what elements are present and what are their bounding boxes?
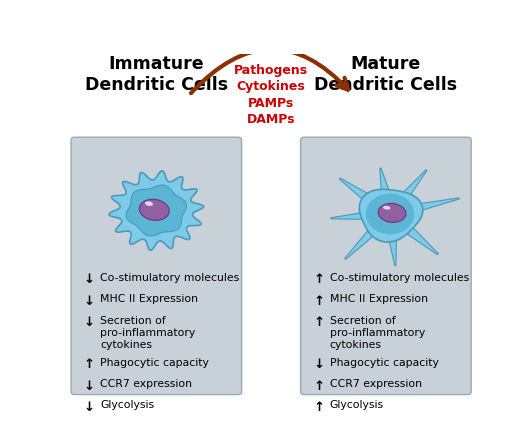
Polygon shape (366, 194, 414, 234)
Text: ↑: ↑ (314, 316, 325, 329)
Text: CCR7 expression: CCR7 expression (100, 379, 192, 389)
Text: Phagocytic capacity: Phagocytic capacity (100, 358, 209, 368)
Polygon shape (402, 170, 427, 198)
Text: ↓: ↓ (314, 358, 325, 371)
Polygon shape (109, 171, 204, 250)
Text: Glycolysis: Glycolysis (100, 401, 154, 410)
Ellipse shape (139, 199, 169, 220)
FancyBboxPatch shape (71, 137, 242, 395)
Polygon shape (126, 185, 187, 236)
Text: Co-stimulatory molecules: Co-stimulatory molecules (100, 273, 240, 283)
Text: ↑: ↑ (314, 380, 325, 393)
Text: ↑: ↑ (314, 273, 325, 286)
Polygon shape (345, 228, 377, 259)
Ellipse shape (383, 206, 390, 210)
Text: Co-stimulatory molecules: Co-stimulatory molecules (330, 273, 469, 283)
Text: CCR7 expression: CCR7 expression (330, 379, 422, 389)
FancyArrowPatch shape (191, 49, 348, 93)
Text: MHC II Expression: MHC II Expression (100, 294, 198, 304)
Text: ↑: ↑ (314, 401, 325, 414)
Ellipse shape (378, 203, 406, 222)
Polygon shape (388, 236, 396, 266)
Polygon shape (414, 198, 460, 212)
Text: ↓: ↓ (84, 401, 95, 414)
Text: Mature
Dendritic Cells: Mature Dendritic Cells (314, 56, 458, 94)
Text: ↓: ↓ (84, 295, 95, 308)
Polygon shape (380, 168, 389, 193)
Text: Immature
Dendritic Cells: Immature Dendritic Cells (85, 56, 228, 94)
Text: Pathogens
Cytokines
PAMPs
DAMPs: Pathogens Cytokines PAMPs DAMPs (234, 64, 308, 126)
Text: Phagocytic capacity: Phagocytic capacity (330, 358, 439, 368)
Text: ↑: ↑ (84, 358, 95, 371)
Polygon shape (339, 178, 373, 203)
Text: ↓: ↓ (84, 273, 95, 286)
Text: ↓: ↓ (84, 380, 95, 393)
Text: MHC II Expression: MHC II Expression (330, 294, 428, 304)
Text: Secretion of
pro-inflammatory
cytokines: Secretion of pro-inflammatory cytokines (330, 315, 425, 349)
Polygon shape (359, 190, 423, 242)
Polygon shape (331, 212, 364, 220)
Polygon shape (405, 227, 439, 254)
Text: ↓: ↓ (84, 316, 95, 329)
Text: Secretion of
pro-inflammatory
cytokines: Secretion of pro-inflammatory cytokines (100, 315, 195, 349)
Text: Glycolysis: Glycolysis (330, 401, 384, 410)
Ellipse shape (145, 201, 153, 206)
FancyBboxPatch shape (300, 137, 471, 395)
Text: ↑: ↑ (314, 295, 325, 308)
